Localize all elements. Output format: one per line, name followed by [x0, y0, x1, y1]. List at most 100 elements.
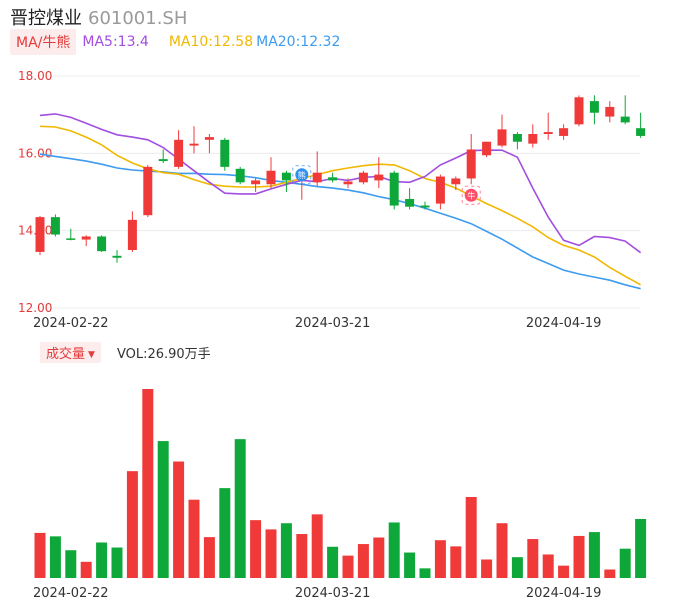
x-tick-label: 2024-04-19: [526, 316, 602, 331]
volume-bar: [388, 522, 400, 578]
volume-bar: [588, 532, 600, 578]
marker-label: 熊: [298, 170, 306, 180]
price-date-axis: 2024-02-22 2024-03-21 2024-04-19: [33, 316, 601, 331]
volume-bar: [357, 544, 369, 578]
volume-bar: [49, 536, 61, 578]
volume-bar: [327, 546, 339, 578]
price-grid: [36, 75, 640, 309]
x-tick-label: 2024-02-22: [33, 586, 109, 601]
price-axis-labels: 18.00 16.00 14.00 12.00: [18, 69, 52, 315]
candle-body: [466, 149, 476, 179]
ma-indicator-selector[interactable]: MA/牛熊: [10, 29, 77, 55]
y-tick-label: 14.00: [18, 224, 52, 238]
volume-bar: [265, 529, 277, 578]
volume-bar: [80, 561, 92, 578]
candle-body: [328, 177, 338, 181]
volume-bar: [157, 441, 169, 578]
candle-body: [451, 178, 461, 185]
x-tick-label: 2024-02-22: [33, 316, 109, 331]
volume-bar: [604, 569, 616, 578]
volume-bar: [404, 552, 416, 578]
volume-value: VOL:26.90万手: [116, 346, 211, 362]
volume-bar: [126, 471, 138, 578]
bear-icon-frame: [292, 165, 312, 185]
bull-bear-markers: 熊牛: [292, 165, 481, 205]
candle-body: [358, 172, 368, 183]
x-tick-label: 2024-03-21: [295, 586, 371, 601]
candle-body: [405, 198, 415, 207]
candle-body: [81, 236, 91, 240]
volume-bar: [280, 523, 292, 578]
bull-icon-frame: [461, 185, 481, 205]
candle-body: [636, 128, 646, 136]
volume-bar: [342, 555, 354, 578]
candle-body: [235, 168, 245, 183]
stock-title: 晋控煤业 601001.SH: [10, 4, 187, 30]
bull-icon: [464, 188, 478, 202]
marker-label: 牛: [467, 190, 475, 200]
volume-tag-label: 成交量: [46, 346, 86, 362]
candle-body: [559, 128, 569, 136]
volume-bar: [496, 523, 508, 578]
bear-icon: [295, 168, 309, 182]
volume-bar: [419, 568, 431, 578]
volume-bar: [542, 554, 554, 578]
candle-body: [389, 172, 399, 206]
candle-body: [158, 159, 168, 162]
volume-date-axis: 2024-02-22 2024-03-21 2024-04-19: [33, 586, 601, 601]
volume-bar: [434, 540, 446, 578]
volume-bar: [481, 559, 493, 578]
volume-bar: [527, 539, 539, 578]
candle-body: [66, 238, 76, 240]
volume-bar: [511, 557, 523, 578]
volume-bar: [173, 461, 185, 578]
moving-average-lines: [39, 113, 642, 290]
volume-bar: [635, 518, 647, 578]
candle-body: [220, 139, 230, 167]
volume-indicator-selector[interactable]: 成交量 ▼: [40, 341, 101, 363]
volume-bar: [311, 514, 323, 578]
candle-body: [435, 176, 445, 204]
candle-body: [112, 255, 122, 258]
candle-body: [605, 106, 615, 117]
ma20-legend: MA20:12.32: [256, 34, 341, 50]
volume-bar: [465, 497, 477, 578]
candle-body: [543, 132, 553, 134]
dropdown-arrow-icon: ▼: [88, 349, 95, 360]
candle-body: [97, 236, 107, 252]
candlesticks: [35, 95, 646, 263]
volume-bar: [65, 550, 77, 578]
volume-bar: [111, 547, 123, 578]
candle-body: [374, 174, 384, 181]
candle-body: [497, 129, 507, 146]
ma-legend: MA/牛熊 MA5:13.4 MA10:12.58 MA20:12.32: [10, 29, 341, 55]
candle-body: [620, 116, 630, 123]
ma20-line: [39, 153, 641, 290]
volume-bar: [34, 532, 46, 578]
y-tick-label: 12.00: [18, 301, 52, 315]
volume-bar: [142, 389, 154, 578]
candle-body: [204, 137, 214, 140]
ma5-legend: MA5:13.4: [82, 34, 149, 50]
volume-bar: [234, 439, 246, 578]
stock-code: 601001.SH: [88, 8, 188, 29]
candle-body: [143, 166, 153, 216]
volume-bar: [203, 537, 215, 578]
candle-body: [251, 180, 261, 185]
x-tick-label: 2024-03-21: [295, 316, 371, 331]
ma10-legend: MA10:12.58: [168, 34, 254, 50]
volume-bar: [573, 535, 585, 578]
volume-bar: [250, 520, 262, 578]
candle-body: [420, 205, 430, 208]
candle-body: [50, 217, 60, 235]
candle-body: [512, 134, 522, 142]
volume-bar: [373, 537, 385, 578]
volume-bar: [96, 542, 108, 578]
volume-bars: [34, 389, 647, 578]
candle-body: [589, 101, 599, 113]
ma10-line: [39, 125, 641, 286]
candle-body: [266, 170, 276, 185]
candle-body: [281, 172, 291, 181]
candle-body: [574, 97, 584, 125]
